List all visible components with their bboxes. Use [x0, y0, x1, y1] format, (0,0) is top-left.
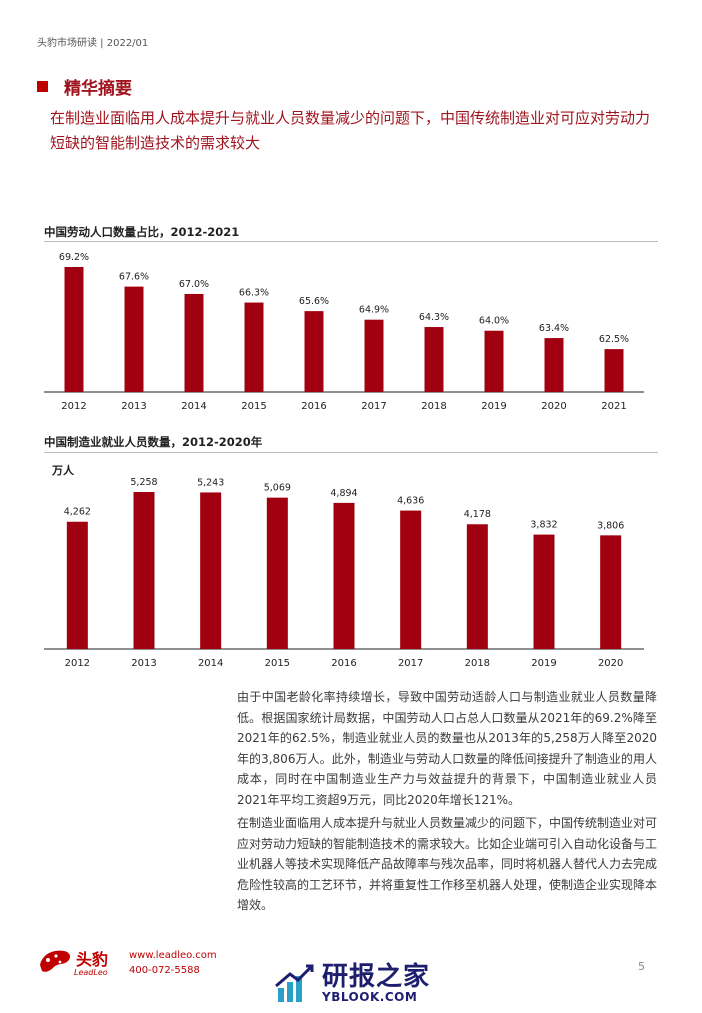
chart1-title-rule	[44, 241, 658, 242]
tick-label-2015: 2015	[241, 401, 266, 412]
bar-2013	[133, 492, 155, 649]
data-label-2017: 64.9%	[359, 305, 389, 316]
chart2-unit: 万人	[52, 464, 74, 477]
bar-2016	[304, 311, 324, 392]
bar-2012	[66, 521, 88, 649]
data-label-2019: 64.0%	[479, 316, 509, 327]
page-number: 5	[638, 960, 645, 973]
bar-2020	[544, 338, 564, 392]
data-label-2020: 3,806	[597, 520, 624, 531]
bar-2017	[400, 510, 422, 649]
contact-url[interactable]: www.leadleo.com	[129, 950, 217, 961]
watermark-en-text: YBLOOK.COM	[322, 990, 418, 1004]
tick-label-2013: 2013	[121, 401, 146, 412]
bar-2014	[200, 492, 222, 649]
tick-label-2021: 2021	[601, 401, 626, 412]
tick-label-2014: 2014	[198, 658, 223, 669]
bar-2017	[364, 319, 384, 392]
section-marker	[37, 81, 48, 92]
leadleo-leopard-logo	[40, 950, 71, 972]
data-label-2016: 4,894	[330, 488, 357, 499]
body-paragraph-1: 由于中国老龄化率持续增长，导致中国劳动适龄人口与制造业就业人员数量降低。根据国家…	[237, 690, 657, 807]
labor-ratio-chart: 69.2% 2012 67.6% 2013 67.0% 2014 66.3% 2015 65.6…	[44, 252, 644, 412]
contact-phone: 400-072-5588	[129, 965, 200, 976]
report-header: 头豹市场研读 | 2022/01	[37, 38, 149, 49]
watermark-chart-icon	[275, 964, 314, 1002]
tick-label-2014: 2014	[181, 401, 206, 412]
tick-label-2019: 2019	[481, 401, 506, 412]
tick-label-2017: 2017	[361, 401, 386, 412]
data-label-2013: 5,258	[130, 477, 157, 488]
bar-2021	[604, 349, 624, 392]
watermark-cn-text: 研报之家	[322, 962, 431, 992]
data-label-2013: 67.6%	[119, 272, 149, 283]
chart2-title-rule	[44, 452, 658, 453]
bar-2014	[184, 293, 204, 392]
section-subtitle: 在制造业面临用人成本提升与就业人员数量减少的问题下，中国传统制造业对可应对劳动力…	[50, 109, 651, 152]
logo-cn-text: 头豹	[76, 950, 109, 969]
data-label-2015: 66.3%	[239, 288, 269, 299]
tick-label-2015: 2015	[265, 658, 290, 669]
data-label-2014: 5,243	[197, 477, 224, 488]
data-label-2018: 64.3%	[419, 312, 449, 323]
data-label-2012: 4,262	[64, 507, 91, 518]
bar-2020	[600, 535, 622, 649]
tick-label-2017: 2017	[398, 658, 423, 669]
data-label-2015: 5,069	[264, 483, 291, 494]
bar-2013	[124, 286, 144, 392]
data-label-2020: 63.4%	[539, 323, 569, 334]
bar-2015	[266, 497, 288, 649]
data-label-2012: 69.2%	[59, 252, 89, 263]
chart1-title: 中国劳动人口数量占比，2012-2021	[44, 225, 240, 239]
body-paragraph-2: 在制造业面临用人成本提升与就业人员数量减少的问题下，中国传统制造业对可应对劳动力…	[237, 816, 658, 912]
data-label-2014: 67.0%	[179, 279, 209, 290]
tick-label-2012: 2012	[65, 658, 90, 669]
tick-label-2016: 2016	[301, 401, 326, 412]
bar-2019	[484, 330, 504, 392]
data-label-2018: 4,178	[464, 509, 491, 520]
tick-label-2020: 2020	[598, 658, 623, 669]
bar-2015	[244, 302, 264, 392]
tick-label-2019: 2019	[531, 658, 556, 669]
data-label-2019: 3,832	[530, 520, 557, 531]
logo-en-text: LeadLeo	[74, 968, 108, 977]
bar-2016	[333, 502, 355, 649]
bar-2018	[424, 327, 444, 392]
tick-label-2018: 2018	[465, 658, 490, 669]
section-title: 精华摘要	[64, 79, 132, 99]
bar-2012	[64, 267, 84, 392]
bar-2019	[533, 534, 555, 649]
data-label-2016: 65.6%	[299, 296, 329, 307]
tick-label-2013: 2013	[131, 658, 156, 669]
bar-2018	[466, 524, 488, 649]
tick-label-2018: 2018	[421, 401, 446, 412]
tick-label-2016: 2016	[331, 658, 356, 669]
manufacturing-employment-chart: 4,262 2012 5,258 2013 5,243 2014 5,069 2015 4,89…	[44, 477, 644, 669]
data-label-2017: 4,636	[397, 496, 424, 507]
chart2-title: 中国制造业就业人员数量，2012-2020年	[44, 435, 263, 449]
data-label-2021: 62.5%	[599, 334, 629, 345]
tick-label-2020: 2020	[541, 401, 566, 412]
tick-label-2012: 2012	[61, 401, 86, 412]
